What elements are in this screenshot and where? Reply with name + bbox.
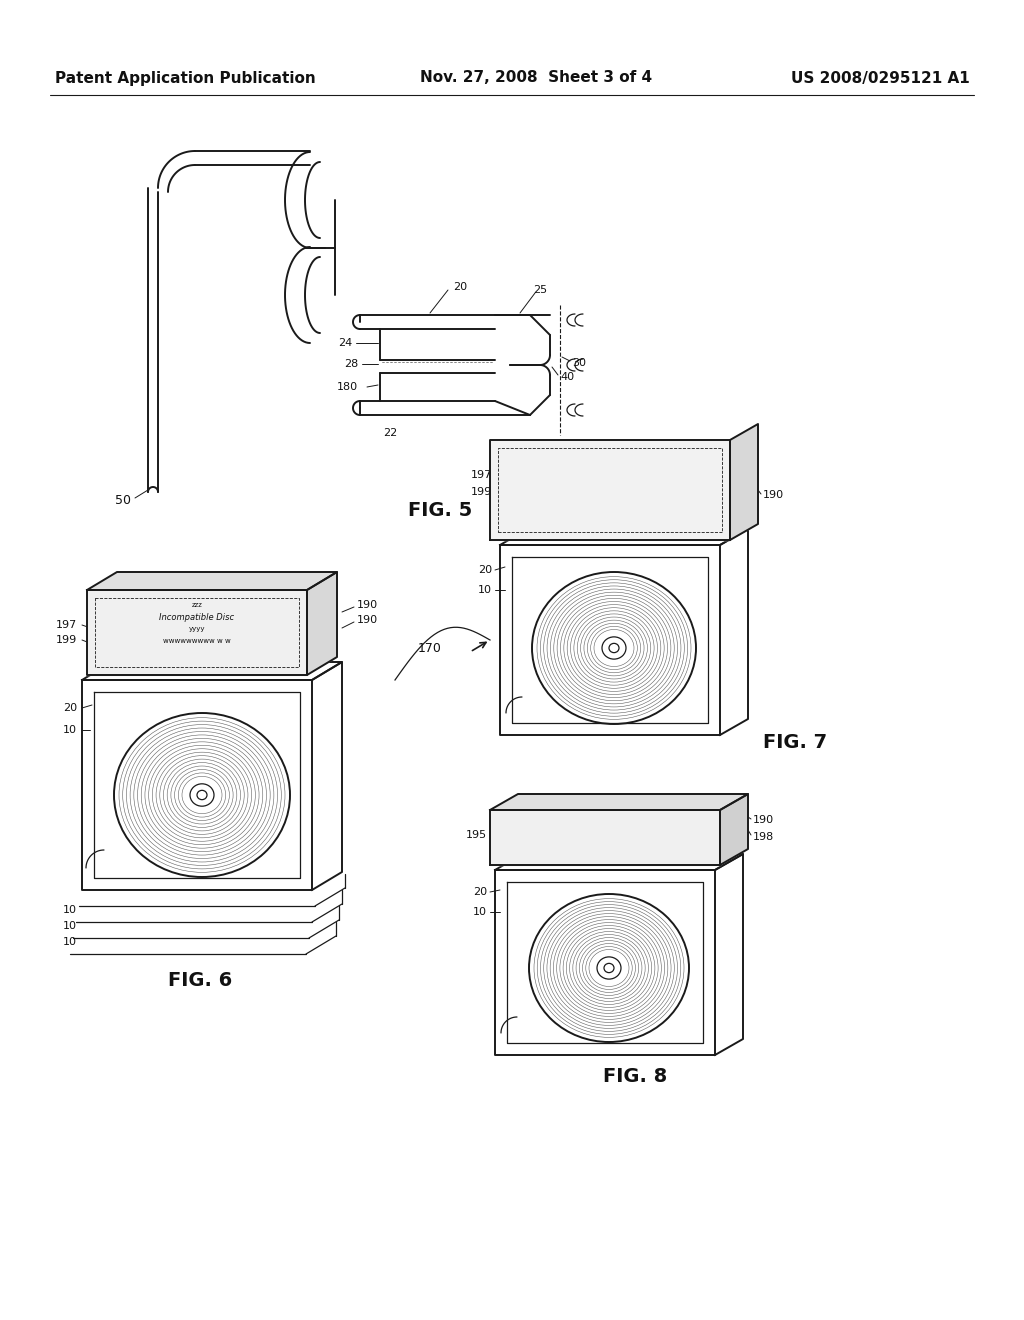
Text: 24: 24 xyxy=(338,338,352,348)
Text: 20: 20 xyxy=(478,565,492,576)
Polygon shape xyxy=(307,572,337,675)
Polygon shape xyxy=(490,440,730,540)
Text: 190: 190 xyxy=(357,601,378,610)
Text: 170: 170 xyxy=(418,642,442,655)
Polygon shape xyxy=(730,424,758,540)
Text: FIG. 8: FIG. 8 xyxy=(603,1068,667,1086)
Text: 197: 197 xyxy=(471,470,492,480)
Text: zzz Incompatible disc: zzz Incompatible disc xyxy=(564,841,646,850)
Text: 197: 197 xyxy=(55,620,77,630)
Text: 28: 28 xyxy=(344,359,358,370)
Text: 10: 10 xyxy=(63,937,77,946)
Text: 20: 20 xyxy=(473,887,487,898)
Text: 22: 22 xyxy=(383,428,397,438)
Polygon shape xyxy=(87,572,337,590)
Text: FIG. 7: FIG. 7 xyxy=(763,734,827,752)
Text: 25: 25 xyxy=(532,285,547,294)
Text: 30: 30 xyxy=(572,358,586,368)
Text: 180: 180 xyxy=(337,381,358,392)
Polygon shape xyxy=(720,795,748,865)
Text: Incompatible Disc: Incompatible Disc xyxy=(160,612,234,622)
Text: 199: 199 xyxy=(471,487,492,498)
Text: 20: 20 xyxy=(62,704,77,713)
Text: 10: 10 xyxy=(63,725,77,735)
Polygon shape xyxy=(87,590,307,675)
Ellipse shape xyxy=(604,964,614,973)
Text: 20: 20 xyxy=(453,282,467,292)
Text: Patent Application Publication: Patent Application Publication xyxy=(55,70,315,86)
Text: US 2008/0295121 A1: US 2008/0295121 A1 xyxy=(792,70,970,86)
Text: yyyy: yyyy xyxy=(188,626,205,632)
Text: 190: 190 xyxy=(357,615,378,624)
Text: 10: 10 xyxy=(63,906,77,915)
Text: 190: 190 xyxy=(753,814,774,825)
Ellipse shape xyxy=(197,791,207,800)
Text: Nov. 27, 2008  Sheet 3 of 4: Nov. 27, 2008 Sheet 3 of 4 xyxy=(420,70,652,86)
Text: 190: 190 xyxy=(763,490,784,500)
Text: 10: 10 xyxy=(473,907,487,917)
Text: wwwwwwwww w w: wwwwwwwww w w xyxy=(163,638,230,644)
Text: 50: 50 xyxy=(115,494,131,507)
Text: 10: 10 xyxy=(63,921,77,931)
Polygon shape xyxy=(490,795,748,810)
Text: 198: 198 xyxy=(753,832,774,842)
Text: 10: 10 xyxy=(478,585,492,595)
Polygon shape xyxy=(490,810,720,865)
Text: 40: 40 xyxy=(560,372,574,381)
Text: 195: 195 xyxy=(466,830,487,840)
Text: zzz: zzz xyxy=(191,602,203,609)
Text: FIG. 5: FIG. 5 xyxy=(408,500,472,520)
Text: 199: 199 xyxy=(55,635,77,645)
Text: FIG. 6: FIG. 6 xyxy=(168,970,232,990)
Ellipse shape xyxy=(609,643,618,652)
